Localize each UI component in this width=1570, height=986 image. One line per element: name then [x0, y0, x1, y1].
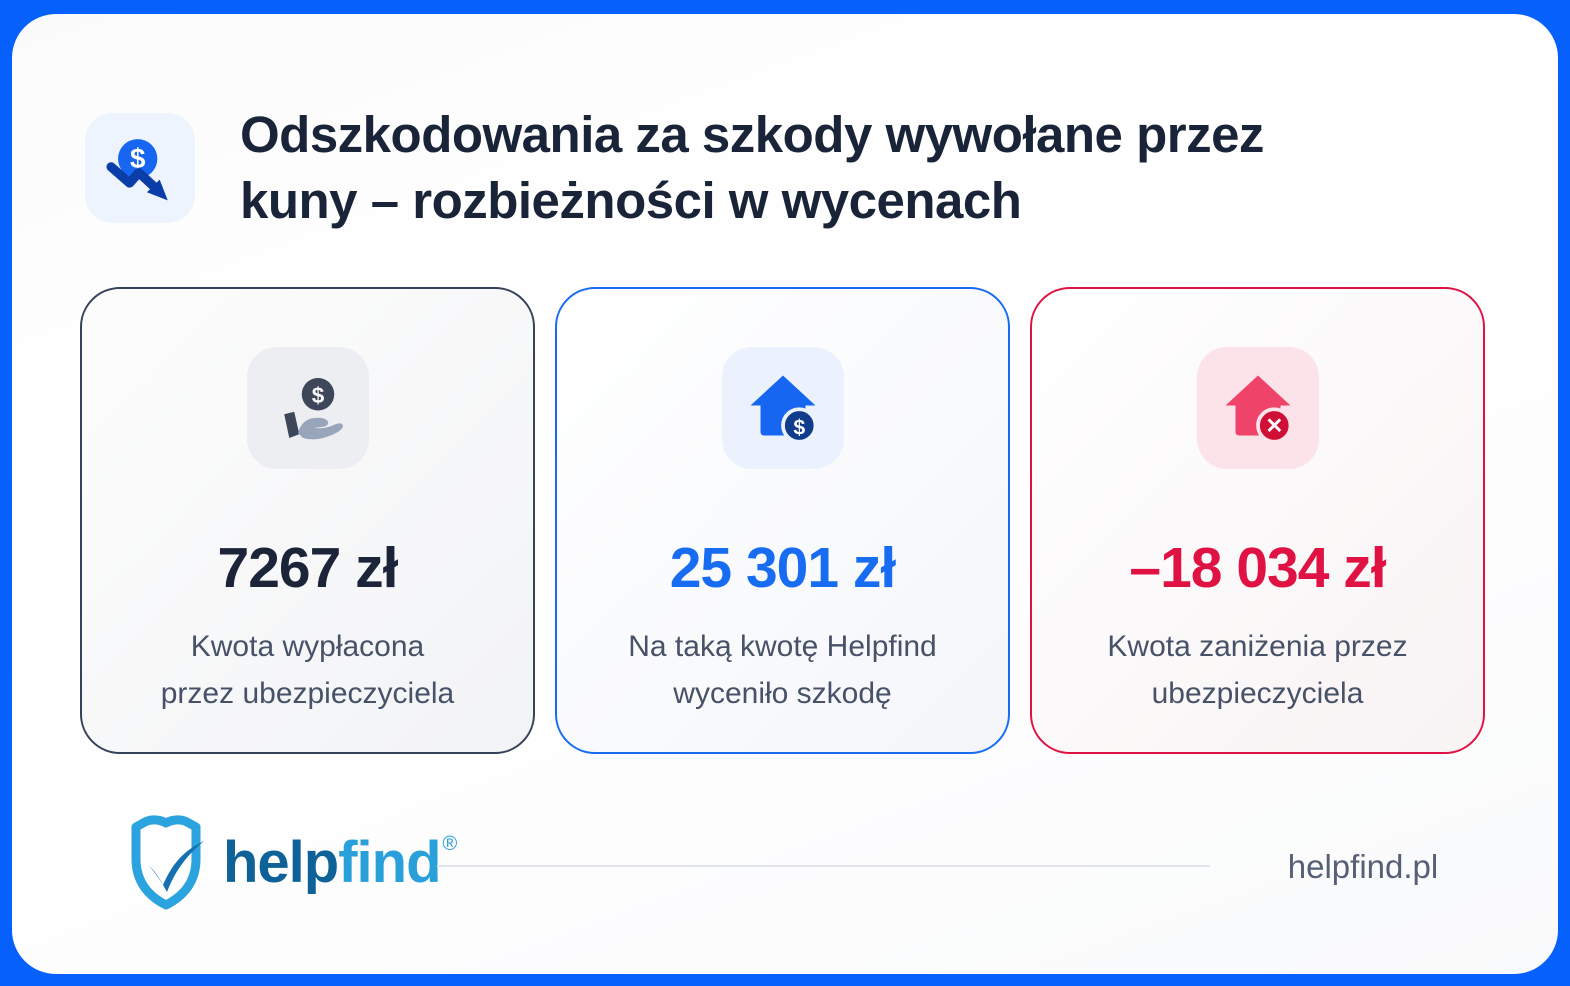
infographic-panel: $ Odszkodowania za szkody wywołane przez…: [12, 14, 1558, 974]
website-url: helpfind.pl: [1287, 848, 1439, 885]
hand-coin-icon: $: [246, 347, 369, 469]
amount-paid-value: 7267 zł: [217, 536, 399, 600]
underestimation-desc-line2: ubezpieczyciela: [1151, 677, 1364, 710]
card-amount-paid: $ 7267 zł Kwota wypłacona przez ubezpiec…: [80, 287, 535, 754]
underestimation-value: –18 034 zł: [1129, 536, 1386, 600]
logo-text-find: find: [338, 829, 441, 895]
logo-text-help: help: [223, 829, 339, 895]
helpfind-valuation-value: 25 301 zł: [669, 536, 897, 600]
page-title: Odszkodowania za szkody wywołane przez k…: [240, 102, 1470, 234]
svg-text:$: $: [793, 415, 805, 439]
house-dollar-icon: $: [721, 347, 844, 469]
card-underestimation: ✕ –18 034 zł Kwota zaniżenia przez ubezp…: [1030, 287, 1485, 754]
helpfind-valuation-desc-line1: Na taką kwotę Helpfind: [628, 630, 937, 663]
helpfind-valuation-description: Na taką kwotę Helpfind wyceniło szkodę: [628, 623, 937, 717]
helpfind-logo: help find ®: [125, 814, 458, 910]
footer-divider: [437, 865, 1210, 867]
amount-paid-desc-line2: przez ubezpieczyciela: [160, 677, 455, 710]
card-helpfind-valuation: $ 25 301 zł Na taką kwotę Helpfind wycen…: [555, 287, 1010, 754]
amount-paid-description: Kwota wypłacona przez ubezpieczyciela: [161, 623, 454, 717]
registered-mark: ®: [442, 832, 458, 855]
svg-text:$: $: [311, 383, 324, 408]
underestimation-desc-line1: Kwota zaniżenia przez: [1107, 630, 1408, 663]
shield-check-icon: [131, 815, 204, 910]
amount-paid-desc-line1: Kwota wypłacona: [190, 630, 425, 663]
page-title-line1: Odszkodowania za szkody wywołane przez: [240, 106, 1264, 163]
stat-cards-row: $ 7267 zł Kwota wypłacona przez ubezpiec…: [80, 287, 1487, 754]
underestimation-description: Kwota zaniżenia przez ubezpieczyciela: [1107, 623, 1407, 717]
coin-decline-icon: $: [85, 113, 195, 223]
logo-wordmark: help find ®: [223, 829, 458, 896]
svg-text:$: $: [130, 143, 146, 174]
helpfind-valuation-desc-line2: wyceniło szkodę: [673, 677, 892, 710]
svg-text:✕: ✕: [1265, 414, 1283, 438]
page-title-line2: kuny – rozbieżności w wycenach: [240, 172, 1022, 229]
house-cross-icon: ✕: [1196, 347, 1319, 469]
